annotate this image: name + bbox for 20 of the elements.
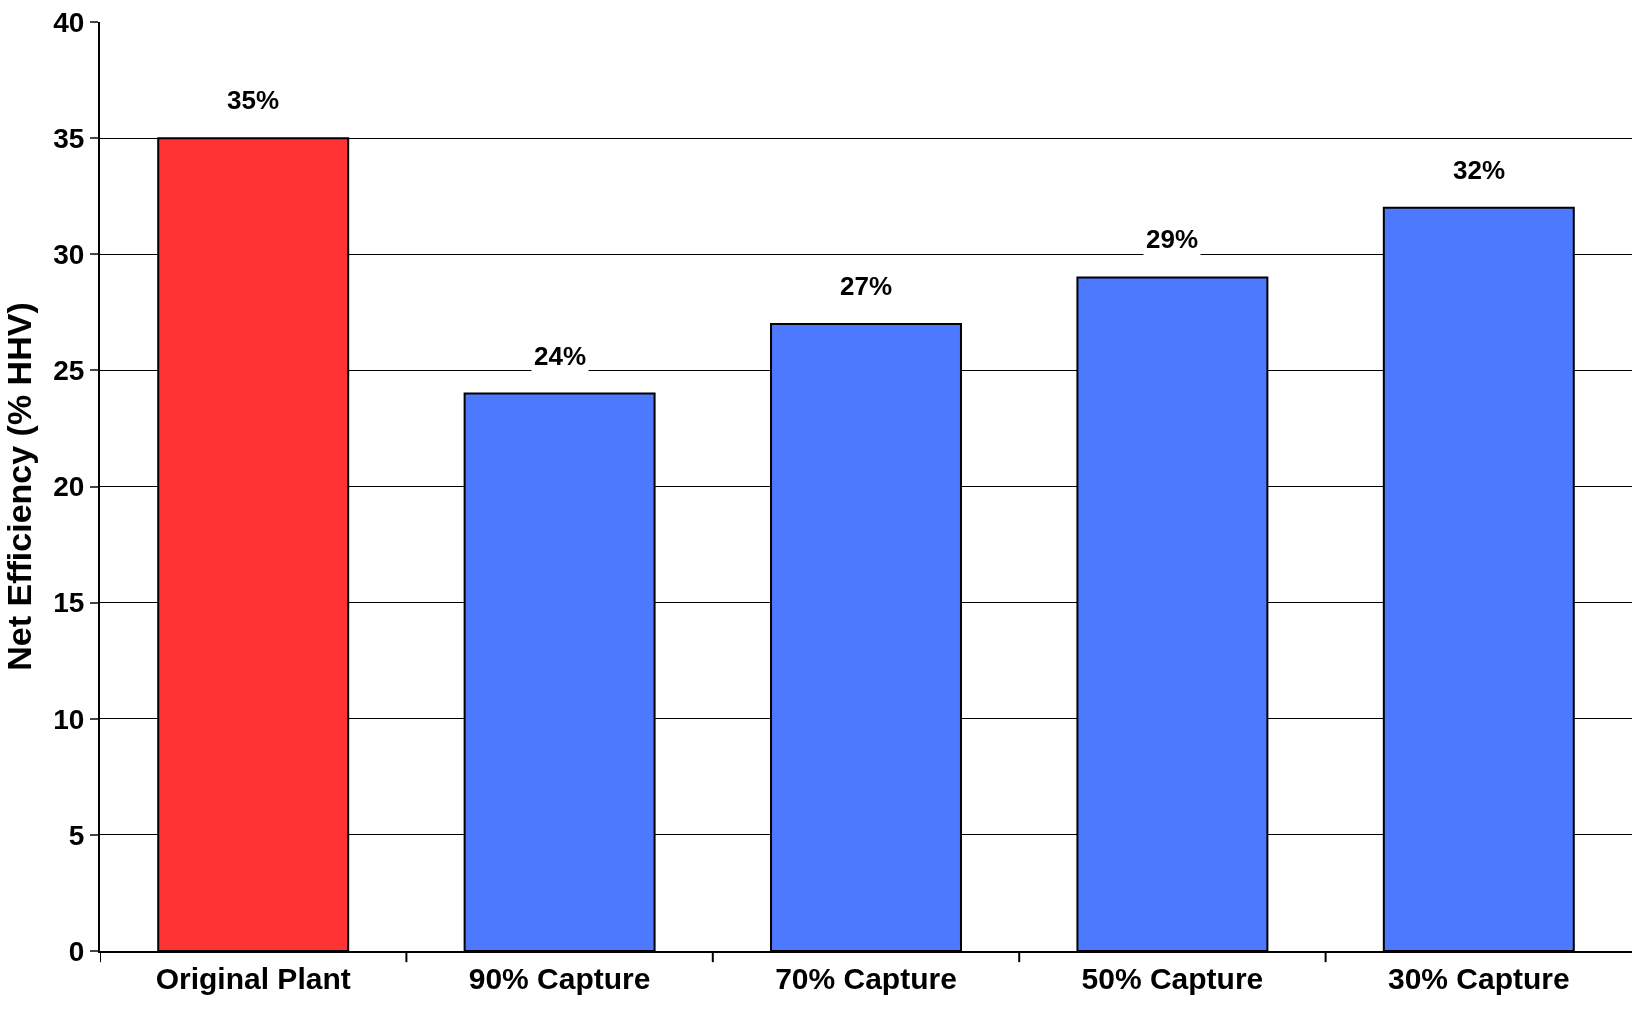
x-tick-label: 90% Capture: [468, 962, 651, 995]
data-label: 35%: [227, 85, 280, 115]
y-tick-label: 25: [53, 355, 85, 387]
y-tick-label: 5: [68, 819, 85, 851]
data-label: 32%: [1453, 155, 1506, 185]
y-tick-label: 0: [68, 935, 85, 967]
data-label: 29%: [1146, 224, 1199, 254]
y-tick-label: 15: [53, 587, 85, 619]
x-tick-label: 70% Capture: [775, 962, 957, 995]
y-tick-label: 35: [53, 122, 85, 154]
x-tick-label: Original Plant: [155, 962, 351, 995]
data-label: 24%: [534, 341, 587, 371]
x-tick-label: 50% Capture: [1081, 962, 1264, 995]
y-axis-title: Net Efficiency (% HHV): [0, 302, 38, 671]
y-tick-label: 10: [53, 703, 85, 735]
data-label: 27%: [840, 271, 893, 301]
y-tick-label: 40: [53, 6, 85, 38]
y-tick-label: 30: [53, 239, 85, 271]
x-tick-label: 30% Capture: [1387, 962, 1570, 995]
y-tick-label: 20: [53, 471, 85, 503]
